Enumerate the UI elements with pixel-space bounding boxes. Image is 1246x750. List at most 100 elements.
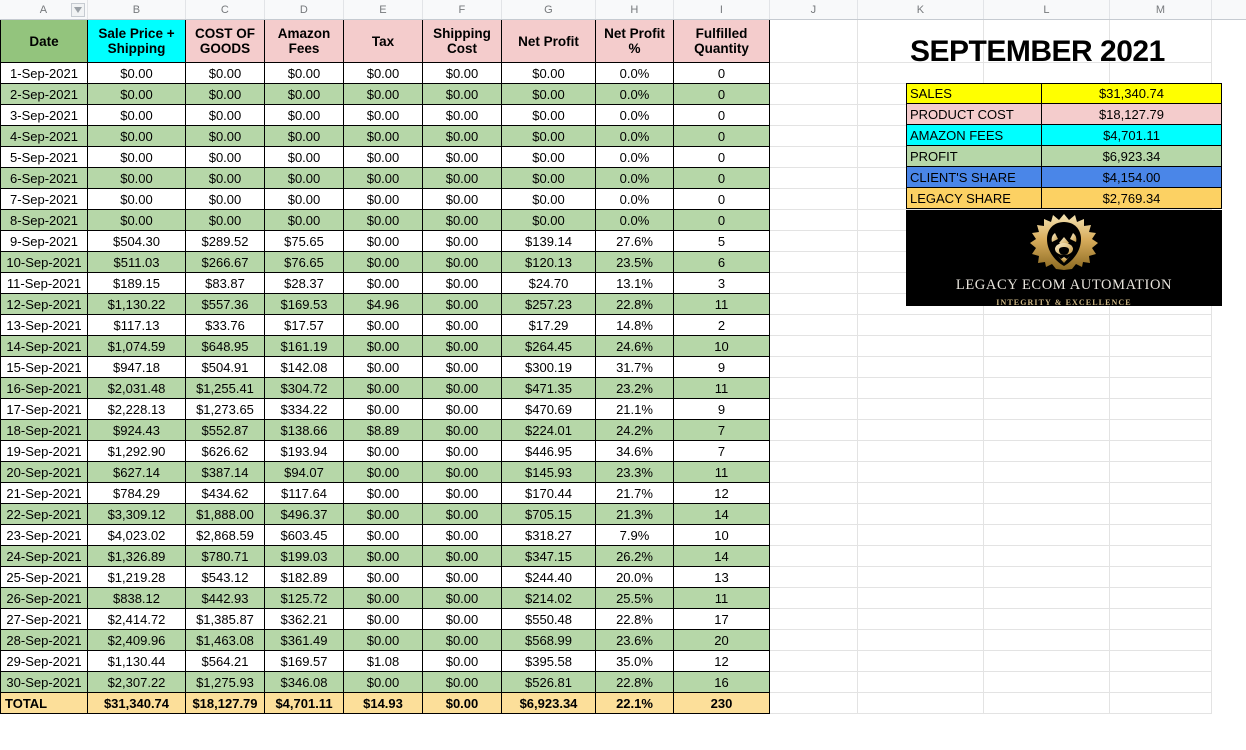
cell-E23[interactable]: $0.00 [344,504,423,525]
empty-cell[interactable] [1110,672,1212,693]
cell-A23[interactable]: 22-Sep-2021 [0,504,88,525]
cell-E12[interactable]: $0.00 [344,273,423,294]
empty-cell[interactable] [770,20,858,63]
cell-D8[interactable]: $0.00 [265,189,344,210]
empty-cell[interactable] [1110,357,1212,378]
empty-cell[interactable] [770,84,858,105]
cell-I27[interactable]: 11 [674,588,770,609]
cell-E15[interactable]: $0.00 [344,336,423,357]
cell-I22[interactable]: 12 [674,483,770,504]
table-row[interactable]: 10-Sep-2021 $511.03 $266.67 $76.65 $0.00 $0.0… [0,252,1246,273]
cell-A31[interactable]: 30-Sep-2021 [0,672,88,693]
empty-cell[interactable] [858,609,984,630]
filter-dropdown-icon[interactable] [71,3,85,17]
empty-cell[interactable] [858,315,984,336]
cell-H24[interactable]: 7.9% [596,525,674,546]
cell-E17[interactable]: $0.00 [344,378,423,399]
cell-H31[interactable]: 22.8% [596,672,674,693]
empty-cell[interactable] [984,651,1110,672]
cell-I17[interactable]: 11 [674,378,770,399]
column-header-i[interactable]: I [674,0,770,19]
cell-A27[interactable]: 26-Sep-2021 [0,588,88,609]
cell-F15[interactable]: $0.00 [423,336,502,357]
cell-B31[interactable]: $2,307.22 [88,672,186,693]
cell-F20[interactable]: $0.00 [423,441,502,462]
cell-E9[interactable]: $0.00 [344,210,423,231]
cell-I15[interactable]: 10 [674,336,770,357]
empty-cell[interactable] [770,231,858,252]
empty-cell[interactable] [770,651,858,672]
empty-cell[interactable] [770,399,858,420]
cell-D12[interactable]: $28.37 [265,273,344,294]
column-header-c[interactable]: C [186,0,265,19]
cell-D18[interactable]: $334.22 [265,399,344,420]
empty-cell[interactable] [984,462,1110,483]
table-row[interactable]: 19-Sep-2021 $1,292.90 $626.62 $193.94 $0.00 $… [0,441,1246,462]
cell-C20[interactable]: $626.62 [186,441,265,462]
table-row[interactable]: 18-Sep-2021 $924.43 $552.87 $138.66 $8.89 $0.… [0,420,1246,441]
cell-G28[interactable]: $550.48 [502,609,596,630]
cell-E21[interactable]: $0.00 [344,462,423,483]
column-header-k[interactable]: K [858,0,984,19]
cell-A3[interactable]: 2-Sep-2021 [0,84,88,105]
cell-D5[interactable]: $0.00 [265,126,344,147]
table-row[interactable]: 2-Sep-2021 $0.00 $0.00 $0.00 $0.00 $0.00 $0.00… [0,84,1246,105]
empty-cell[interactable] [1110,546,1212,567]
cell-C16[interactable]: $504.91 [186,357,265,378]
cell-C15[interactable]: $648.95 [186,336,265,357]
cell-C21[interactable]: $387.14 [186,462,265,483]
table-row[interactable]: 8-Sep-2021 $0.00 $0.00 $0.00 $0.00 $0.00 $0.00… [0,210,1246,231]
cell-H5[interactable]: 0.0% [596,126,674,147]
cell-I16[interactable]: 9 [674,357,770,378]
cell-D27[interactable]: $125.72 [265,588,344,609]
empty-cell[interactable] [984,525,1110,546]
cell-A28[interactable]: 27-Sep-2021 [0,609,88,630]
cell-H9[interactable]: 0.0% [596,210,674,231]
cell-A2[interactable]: 1-Sep-2021 [0,63,88,84]
cell-G31[interactable]: $526.81 [502,672,596,693]
cell-B5[interactable]: $0.00 [88,126,186,147]
cell-D2[interactable]: $0.00 [265,63,344,84]
empty-cell[interactable] [984,546,1110,567]
cell-E18[interactable]: $0.00 [344,399,423,420]
empty-cell[interactable] [770,105,858,126]
table-row[interactable]: 11-Sep-2021 $189.15 $83.87 $28.37 $0.00 $0.00… [0,273,1246,294]
cell-I13[interactable]: 11 [674,294,770,315]
cell-D20[interactable]: $193.94 [265,441,344,462]
cell-I26[interactable]: 13 [674,567,770,588]
table-row[interactable]: 15-Sep-2021 $947.18 $504.91 $142.08 $0.00 $0.… [0,357,1246,378]
cell-E19[interactable]: $8.89 [344,420,423,441]
table-row[interactable]: 4-Sep-2021 $0.00 $0.00 $0.00 $0.00 $0.00 $0.00… [0,126,1246,147]
cell-H12[interactable]: 13.1% [596,273,674,294]
empty-cell[interactable] [770,336,858,357]
cell-A18[interactable]: 17-Sep-2021 [0,399,88,420]
cell-E5[interactable]: $0.00 [344,126,423,147]
cell-E8[interactable]: $0.00 [344,189,423,210]
empty-cell[interactable] [984,357,1110,378]
cell-D31[interactable]: $346.08 [265,672,344,693]
cell-B24[interactable]: $4,023.02 [88,525,186,546]
table-row[interactable]: 24-Sep-2021 $1,326.89 $780.71 $199.03 $0.00 $… [0,546,1246,567]
cell-G27[interactable]: $214.02 [502,588,596,609]
cell-F14[interactable]: $0.00 [423,315,502,336]
cell-C19[interactable]: $552.87 [186,420,265,441]
cell-E11[interactable]: $0.00 [344,252,423,273]
cell-D7[interactable]: $0.00 [265,168,344,189]
cell-G4[interactable]: $0.00 [502,105,596,126]
cell-D13[interactable]: $169.53 [265,294,344,315]
column-header-h[interactable]: H [596,0,674,19]
cell-C2[interactable]: $0.00 [186,63,265,84]
empty-cell[interactable] [770,63,858,84]
cell-B6[interactable]: $0.00 [88,147,186,168]
empty-cell[interactable] [770,189,858,210]
cell-G20[interactable]: $446.95 [502,441,596,462]
cell-G5[interactable]: $0.00 [502,126,596,147]
cell-B22[interactable]: $784.29 [88,483,186,504]
cell-E28[interactable]: $0.00 [344,609,423,630]
cell-G24[interactable]: $318.27 [502,525,596,546]
table-row[interactable]: 3-Sep-2021 $0.00 $0.00 $0.00 $0.00 $0.00 $0.00… [0,105,1246,126]
table-row[interactable]: 25-Sep-2021 $1,219.28 $543.12 $182.89 $0.00 $… [0,567,1246,588]
empty-cell[interactable] [770,504,858,525]
cell-A8[interactable]: 7-Sep-2021 [0,189,88,210]
